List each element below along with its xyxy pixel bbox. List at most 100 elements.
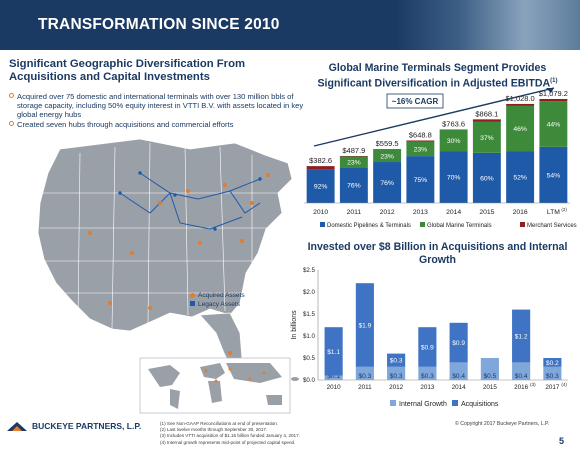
ebitda-total-label: $763.6 xyxy=(442,119,465,128)
ebitda-bar-segment xyxy=(506,103,535,106)
pipeline-lines xyxy=(119,172,261,230)
invest-legend-label: Acquisitions xyxy=(461,401,499,408)
left-section-title: Significant Geographic Diversification F… xyxy=(9,58,246,83)
invest-segment-label: $0.3 xyxy=(546,373,559,380)
invest-bar-segment xyxy=(387,366,406,380)
page-title: TRANSFORMATION SINCE 2010 xyxy=(38,16,280,33)
ebitda-x-tick-label: 2013 xyxy=(413,209,428,216)
ebitda-bar-segment xyxy=(506,105,535,152)
investment-chart-title: Invested over $8 Billion in Acquisitions… xyxy=(307,241,568,266)
ebitda-segment-label: 75% xyxy=(414,177,428,184)
cagr-label: ~16% CAGR xyxy=(392,97,439,106)
invest-bar-segment xyxy=(418,327,437,367)
ebitda-bar-segment xyxy=(339,156,368,168)
invest-x-tick-label: 2014 xyxy=(452,384,467,391)
ebitda-total-label: $487.9 xyxy=(342,146,365,155)
ebitda-bar-segment xyxy=(472,121,501,153)
invest-x-tick-label: 2012 xyxy=(389,384,404,391)
invest-segment-label: $0.3 xyxy=(390,373,403,380)
invest-segment-label: $1.9 xyxy=(359,323,372,330)
invest-y-tick-label: $1.0 xyxy=(303,333,316,340)
invest-y-tick-label: $2.5 xyxy=(303,267,316,274)
invest-bar-segment xyxy=(543,366,562,380)
acquired-marker-icon xyxy=(190,292,195,298)
ebitda-segment-label: 76% xyxy=(347,183,361,190)
legend-legacy-label: Legacy Assets xyxy=(198,300,240,308)
invest-segment-label: $0.9 xyxy=(452,340,465,347)
invest-segment-label: $0.1 xyxy=(327,373,340,380)
invest-y-tick-label: $2.0 xyxy=(303,289,316,296)
copyright: © Copyright 2017 Buckeye Partners, L.P. xyxy=(455,421,550,427)
ebitda-segment-label: 54% xyxy=(547,172,561,179)
ebitda-segment-label: 76% xyxy=(380,180,394,187)
ebitda-bar-segment xyxy=(439,129,468,152)
ebitda-total-label: $1,028.0 xyxy=(506,94,535,103)
bullet-text: Created seven hubs through acquisitions … xyxy=(17,119,234,129)
ebitda-total-label: $559.5 xyxy=(376,139,399,148)
ebitda-segment-label: 70% xyxy=(447,175,461,182)
map-legend: Acquired Assets Legacy Assets xyxy=(190,292,245,309)
invest-y-tick-label: $0.5 xyxy=(303,355,316,362)
ebitda-legend-swatch xyxy=(420,222,425,227)
ebitda-chart: ~16% CAGR 92% $382.6 2010 76% 23% $487.9 2011 76… xyxy=(304,87,577,229)
bullet-text: Acquired over 75 domestic and internatio… xyxy=(17,92,304,120)
ebitda-bar-segment xyxy=(406,141,435,157)
bullet-item: Created seven hubs through acquisitions … xyxy=(9,120,309,129)
ebitda-bar-segment xyxy=(472,152,501,203)
ebitda-chart-title: Global Marine Terminals Segment Provides… xyxy=(305,62,570,90)
ebitda-legend-label: Domestic Pipelines & Terminals xyxy=(327,223,411,229)
ebitda-bar-segment xyxy=(539,101,568,147)
ebitda-bar-segment xyxy=(373,162,402,203)
invest-legend-label: Internal Growth xyxy=(399,401,447,408)
invest-y-tick-label: $0.0 xyxy=(303,377,316,384)
invest-segment-label: $0.9 xyxy=(421,345,434,352)
invest-segment-label: $1.2 xyxy=(515,334,528,341)
invest-y-axis-label: In billions xyxy=(291,310,298,340)
asset-map xyxy=(37,138,299,414)
invest-segment-label: $0.2 xyxy=(546,360,559,367)
ebitda-segment-label: 23% xyxy=(380,153,394,160)
invest-segment-label: $0.3 xyxy=(359,373,372,380)
invest-segment-label: $0.4 xyxy=(515,373,528,380)
cagr-arrow-line xyxy=(313,87,555,147)
legacy-marker-icon xyxy=(190,301,195,307)
ebitda-segment-label: 52% xyxy=(513,175,527,182)
ebitda-x-tick-label: 2016 xyxy=(513,209,528,216)
ebitda-legend-swatch xyxy=(320,222,325,227)
header-photo xyxy=(395,0,580,50)
asset-markers xyxy=(88,171,270,355)
invest-segment-label: $1.1 xyxy=(327,349,340,356)
ebitda-bar-segment xyxy=(306,169,335,203)
footnotes: (1) See Non-GAAP Reconciliations at end … xyxy=(160,421,300,446)
ebitda-x-tick-label: 2015 xyxy=(479,209,494,216)
invest-segment-label: $0.5 xyxy=(484,373,497,380)
invest-bar-segment xyxy=(512,309,531,363)
invest-x-tick-label: 2017 xyxy=(545,384,560,391)
ebitda-segment-label: 23% xyxy=(414,146,428,153)
world-continents xyxy=(148,363,282,409)
ebitda-x-tick-label: 2014 xyxy=(446,209,461,216)
invest-segment-label: $0.3 xyxy=(421,373,434,380)
ebitda-x-tick-footnote: (2) xyxy=(561,207,567,212)
state-boundaries xyxy=(40,142,285,330)
invest-bar-segment xyxy=(512,362,531,380)
ebitda-bar-segment xyxy=(339,167,368,203)
ebitda-segment-label: 92% xyxy=(314,184,328,191)
ebitda-total-label: $648.8 xyxy=(409,130,432,139)
ebitda-x-tick-label: LTM xyxy=(547,209,560,216)
bullet-item: Acquired over 75 domestic and internatio… xyxy=(9,92,309,120)
ebitda-bar-segment xyxy=(539,146,568,203)
invest-legend-swatch xyxy=(452,400,458,406)
cagr-box xyxy=(386,93,444,109)
ebitda-x-tick-label: 2010 xyxy=(313,209,328,216)
invest-legend-swatch xyxy=(390,400,396,406)
ebitda-segment-label: 30% xyxy=(447,138,461,145)
us-map-shape xyxy=(37,138,293,332)
invest-x-tick-label: 2010 xyxy=(327,384,342,391)
footnote-1: (1) See Non-GAAP Reconciliations at end … xyxy=(160,421,279,426)
invest-y-tick-label: $1.5 xyxy=(303,311,316,318)
invest-x-tick-footnote: (3) xyxy=(530,382,536,387)
invest-bar-segment xyxy=(355,283,374,367)
ebitda-bar-segment xyxy=(373,149,402,150)
invest-segment-label: $0.3 xyxy=(390,358,403,365)
